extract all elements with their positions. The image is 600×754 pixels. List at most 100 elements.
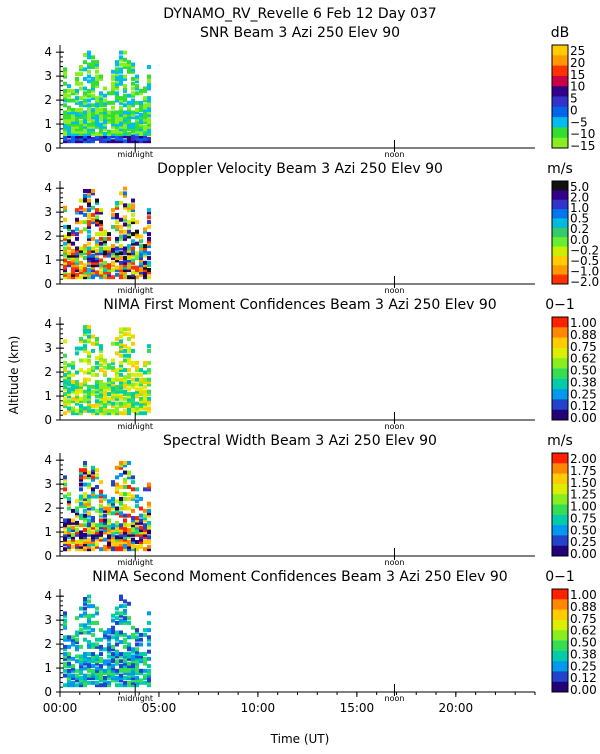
heatmap-cell [91, 642, 95, 647]
heatmap-cell [119, 632, 123, 637]
heatmap-cell [63, 611, 67, 616]
heatmap-cell [103, 384, 107, 389]
heatmap-cell [67, 501, 71, 506]
heatmap-cell [119, 506, 123, 511]
heatmap-cell [143, 134, 147, 139]
y-tick-label: 1 [44, 117, 52, 131]
heatmap-cell [99, 389, 103, 394]
heatmap-cell [99, 678, 103, 683]
heatmap-cell [103, 523, 107, 528]
heatmap-cell [95, 408, 99, 413]
heatmap-cell [135, 251, 139, 256]
heatmap-cell [83, 208, 87, 213]
heatmap-cell [71, 117, 75, 122]
heatmap-cell [107, 537, 111, 542]
heatmap-cell [115, 649, 119, 654]
heatmap-cell [147, 251, 151, 256]
heatmap-cell [91, 604, 95, 609]
heatmap-cell [71, 256, 75, 261]
heatmap-cell [131, 668, 135, 673]
heatmap-cell [111, 122, 115, 127]
heatmap-cell [127, 396, 131, 401]
heatmap-cell [119, 404, 123, 409]
heatmap-cell [71, 382, 75, 387]
heatmap-cell [107, 384, 111, 389]
heatmap-cell [75, 134, 79, 139]
heatmap-cell [135, 406, 139, 411]
heatmap-cell [111, 117, 115, 122]
heatmap-cell [67, 676, 71, 681]
heatmap-cell [79, 100, 83, 105]
heatmap-cell [127, 664, 131, 669]
heatmap-cell [63, 377, 67, 382]
heatmap-cell [75, 79, 79, 84]
heatmap-cell [131, 537, 135, 542]
heatmap-cell [91, 664, 95, 669]
heatmap-cell [131, 212, 135, 217]
heatmap-cell [107, 236, 111, 241]
heatmap-cell [115, 60, 119, 65]
heatmap-cell [79, 542, 83, 547]
heatmap-cell [107, 232, 111, 237]
heatmap-cell [95, 117, 99, 122]
heatmap-cell [107, 399, 111, 404]
heatmap-cell [75, 246, 79, 251]
heatmap-cell [79, 205, 83, 210]
heatmap-cell [75, 258, 79, 263]
heatmap-cell [63, 382, 67, 387]
x-tick-label: 10:00 [241, 701, 276, 715]
heatmap-cell [135, 630, 139, 635]
heatmap-cell [87, 263, 91, 268]
heatmap-cell [127, 673, 131, 678]
heatmap-cell [127, 401, 131, 406]
heatmap-cell [95, 537, 99, 542]
heatmap-cell [127, 382, 131, 387]
heatmap-cell [107, 666, 111, 671]
heatmap-cell [95, 60, 99, 65]
heatmap-cell [119, 530, 123, 535]
heatmap-cell [115, 683, 119, 688]
heatmap-cell [87, 616, 91, 621]
heatmap-cell [135, 392, 139, 397]
heatmap-cell [99, 96, 103, 101]
heatmap-cell [107, 673, 111, 678]
heatmap-cell [147, 637, 151, 642]
heatmap-cell [87, 188, 91, 193]
heatmap-cell [103, 401, 107, 406]
heatmap-cell [147, 535, 151, 540]
heatmap-cell [79, 96, 83, 101]
heatmap-cell [127, 127, 131, 132]
heatmap-cell [87, 387, 91, 392]
heatmap-cell [139, 632, 143, 637]
heatmap-cell [143, 676, 147, 681]
colorbar-frame [551, 588, 569, 693]
colorbar-swatch [552, 389, 568, 400]
heatmap-cell [147, 537, 151, 542]
heatmap-cell [67, 363, 71, 368]
heatmap-cell [115, 370, 119, 375]
heatmap-cell [107, 129, 111, 134]
heatmap-cell [135, 408, 139, 413]
heatmap-cell [83, 537, 87, 542]
heatmap-cell [83, 134, 87, 139]
colorbar-swatch [552, 473, 568, 485]
heatmap-cell [131, 139, 135, 144]
heatmap-cell [123, 652, 127, 657]
heatmap-cell [123, 661, 127, 666]
heatmap-cell [71, 272, 75, 277]
heatmap-cell [67, 399, 71, 404]
heatmap-cell [123, 547, 127, 552]
heatmap-cell [95, 523, 99, 528]
colorbar-label: 0.38 [570, 375, 597, 389]
y-tick-label: 2 [44, 229, 52, 243]
heatmap-cell [87, 396, 91, 401]
heatmap-cell [63, 241, 67, 246]
heatmap-cell [147, 620, 151, 625]
heatmap-cell [95, 676, 99, 681]
heatmap-cell [119, 353, 123, 358]
heatmap-cell [139, 129, 143, 134]
heatmap-cell [79, 623, 83, 628]
heatmap-cell [99, 251, 103, 256]
heatmap-cell [103, 272, 107, 277]
heatmap-cell [143, 528, 147, 533]
